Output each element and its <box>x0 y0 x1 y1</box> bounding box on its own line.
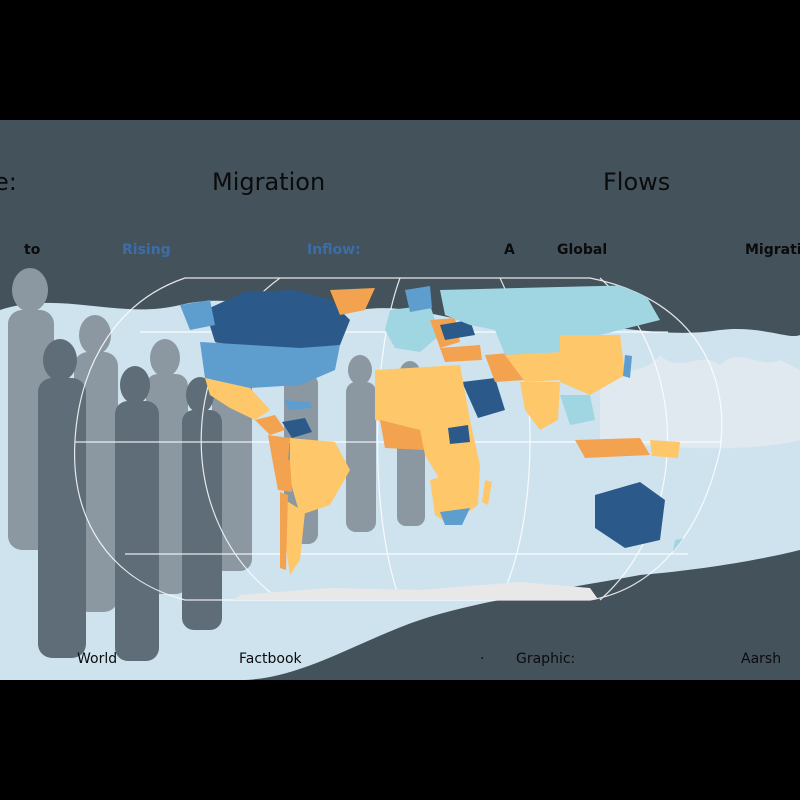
country-madagascar <box>482 480 492 505</box>
title-word-migration: Migration <box>212 168 326 196</box>
country-colombia <box>268 435 290 460</box>
country-papua <box>650 440 680 458</box>
subtitle-word-inflow: Inflow: <box>307 242 361 258</box>
country-caribbean <box>285 400 312 410</box>
country-turkey <box>440 345 482 362</box>
country-argentina <box>285 500 305 575</box>
country-scandinavia <box>405 286 432 312</box>
graticule-outline <box>73 277 723 601</box>
country-central-america <box>255 415 285 435</box>
country-ukraine <box>440 320 475 340</box>
country-australia <box>595 482 665 548</box>
country-central-asia <box>505 352 565 382</box>
country-peru <box>272 458 292 492</box>
subtitle-word-global: Global <box>557 242 608 258</box>
country-alaska <box>180 300 215 330</box>
country-new-zealand <box>672 538 685 556</box>
title-fragment: e: <box>0 168 17 196</box>
country-north-africa <box>375 365 470 430</box>
country-japan <box>623 355 632 378</box>
antarctica <box>230 582 600 600</box>
subtitle-word-to: to <box>24 242 41 258</box>
country-south-sudan <box>448 425 470 444</box>
country-brazil <box>290 438 350 515</box>
country-greenland <box>330 288 375 315</box>
country-usa <box>200 342 340 388</box>
country-south-africa <box>440 508 470 525</box>
footer-word-graphic: Graphic: <box>516 651 576 667</box>
letterbox-top <box>0 0 800 120</box>
world-map <box>73 277 723 601</box>
footer-word-world: World <box>77 651 118 667</box>
subtitle-word-migrati: Migrati <box>745 242 800 258</box>
countries <box>180 285 685 600</box>
country-chile <box>280 492 288 570</box>
country-india <box>520 382 560 430</box>
country-southeast-asia <box>560 395 595 425</box>
country-russia <box>440 285 660 335</box>
country-china <box>560 335 625 395</box>
country-west-africa <box>380 420 425 450</box>
country-mexico <box>205 378 270 420</box>
infographic-panel: e: Migration Flows to Rising Inflow: A G… <box>0 120 800 680</box>
footer-word-aarsh: Aarsh <box>741 651 782 667</box>
letterbox-bottom <box>0 680 800 800</box>
country-canada <box>205 290 350 350</box>
footer-separator-dot: · <box>480 651 485 667</box>
country-saudi-arabia <box>462 378 505 418</box>
country-indonesia <box>575 438 650 458</box>
footer-word-factbook: Factbook <box>239 651 302 667</box>
country-venezuela <box>282 418 312 438</box>
country-kazakhstan <box>495 330 565 355</box>
country-europe-west <box>385 305 440 352</box>
crowd-silhouettes-dark <box>38 339 222 661</box>
subtitle-word-rising: Rising <box>122 242 171 258</box>
subtitle-word-a: A <box>504 242 515 258</box>
title-word-flows: Flows <box>603 168 671 196</box>
crowd-right-band <box>600 355 800 449</box>
